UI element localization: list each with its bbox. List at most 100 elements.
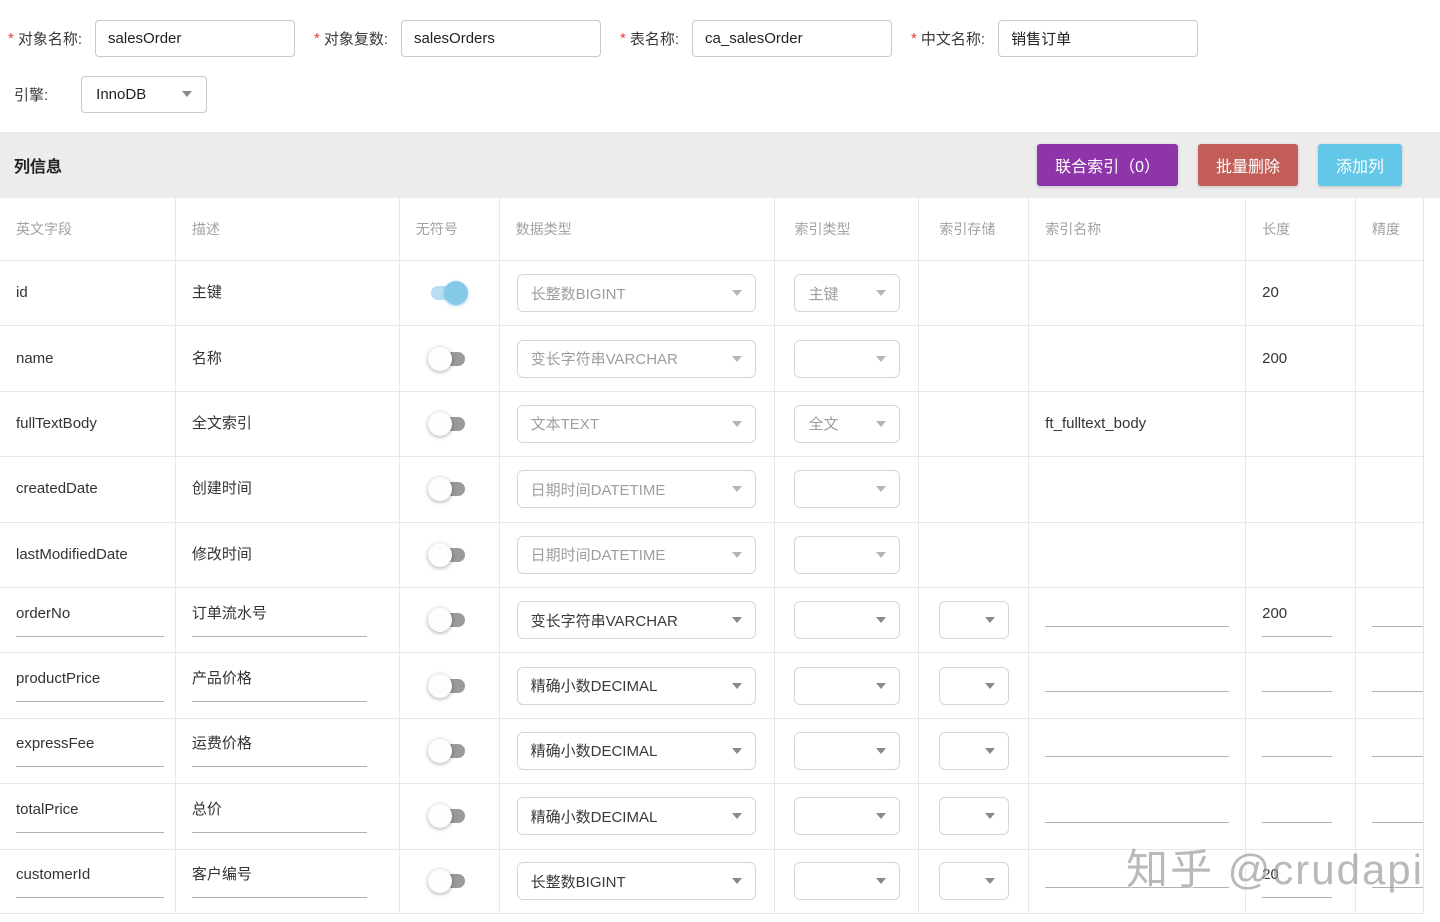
unsigned-toggle[interactable]	[427, 346, 468, 372]
chinese-name-input[interactable]: 销售订单	[998, 19, 1199, 57]
description-input[interactable]: 订单流水号	[191, 604, 367, 637]
index-name-input[interactable]	[1045, 875, 1230, 888]
length-input[interactable]: 20	[1262, 865, 1333, 898]
english-field-input[interactable]: fullTextBody	[16, 414, 97, 432]
header-index-storage: 索引存储	[919, 198, 1030, 260]
batch-delete-button[interactable]: 批量删除	[1197, 144, 1298, 186]
description-input[interactable]: 客户编号	[191, 865, 367, 898]
index-type-select[interactable]	[794, 535, 901, 574]
composite-index-button[interactable]: 联合索引（0）	[1037, 144, 1178, 186]
description-input[interactable]: 总价	[191, 800, 367, 833]
toggle-thumb	[427, 738, 452, 763]
data-type-value: 日期时间DATETIME	[530, 547, 666, 565]
index-storage-select[interactable]	[939, 862, 1010, 901]
english-field-input[interactable]: productPrice	[16, 669, 164, 703]
description-input[interactable]: 创建时间	[191, 480, 252, 498]
description-input[interactable]: 主键	[191, 284, 222, 302]
english-field-input[interactable]: createdDate	[16, 480, 98, 498]
data-type-select[interactable]: 精确小数DECIMAL	[516, 797, 756, 836]
data-type-select[interactable]: 长整数BIGINT	[516, 862, 756, 901]
index-storage-select[interactable]	[939, 797, 1010, 836]
chevron-down-icon	[985, 747, 996, 754]
precision-input[interactable]	[1372, 744, 1423, 758]
description-input[interactable]: 产品价格	[191, 669, 367, 703]
english-field-input[interactable]: orderNo	[16, 604, 164, 637]
english-field-input[interactable]: name	[16, 349, 54, 367]
description-input[interactable]: 修改时间	[191, 545, 252, 563]
header-index-type: 索引类型	[775, 198, 920, 260]
index-name-input[interactable]	[1045, 744, 1230, 758]
unsigned-toggle[interactable]	[427, 411, 468, 437]
index-type-select[interactable]	[794, 666, 901, 705]
index-name-input[interactable]: ft_fulltext_body	[1045, 414, 1147, 432]
index-type-select[interactable]	[794, 731, 901, 770]
index-type-select[interactable]	[794, 339, 901, 378]
length-input[interactable]: 20	[1262, 284, 1279, 302]
index-type-select[interactable]: 全文	[794, 404, 901, 443]
precision-input[interactable]	[1372, 875, 1423, 888]
object-name-label: 对象名称:	[17, 30, 83, 48]
index-type-select[interactable]	[794, 797, 901, 836]
index-storage-select[interactable]	[939, 731, 1010, 770]
data-type-select[interactable]: 日期时间DATETIME	[516, 470, 756, 509]
length-input[interactable]: 200	[1262, 604, 1333, 637]
add-column-button[interactable]: 添加列	[1317, 144, 1402, 186]
length-input[interactable]: 200	[1262, 349, 1288, 367]
index-name-input[interactable]	[1045, 614, 1230, 627]
unsigned-toggle[interactable]	[427, 673, 468, 699]
toggle-thumb	[443, 281, 468, 306]
english-field-input[interactable]: totalPrice	[16, 800, 164, 833]
data-type-select[interactable]: 精确小数DECIMAL	[516, 731, 756, 770]
data-type-value: 长整数BIGINT	[530, 285, 626, 303]
length-input[interactable]	[1262, 679, 1333, 693]
index-storage-select[interactable]	[939, 601, 1010, 640]
unsigned-toggle[interactable]	[427, 868, 468, 894]
index-type-select[interactable]	[794, 470, 901, 509]
index-type-select[interactable]	[794, 862, 901, 901]
description-input[interactable]: 全文索引	[191, 414, 252, 432]
description-input[interactable]: 运费价格	[191, 734, 367, 768]
data-type-select[interactable]: 长整数BIGINT	[516, 274, 756, 313]
data-type-select[interactable]: 变长字符串VARCHAR	[516, 339, 756, 378]
english-field-input[interactable]: expressFee	[16, 734, 164, 768]
engine-select[interactable]: InnoDB	[81, 75, 208, 113]
data-type-select[interactable]: 精确小数DECIMAL	[516, 666, 756, 705]
english-field-input[interactable]: customerId	[16, 865, 164, 898]
data-type-select[interactable]: 变长字符串VARCHAR	[516, 601, 756, 640]
index-name-input[interactable]	[1045, 679, 1230, 693]
data-type-select[interactable]: 日期时间DATETIME	[516, 535, 756, 574]
index-storage-select[interactable]	[939, 666, 1010, 705]
english-field-input[interactable]: id	[16, 284, 28, 302]
index-type-select[interactable]	[794, 601, 901, 640]
unsigned-toggle[interactable]	[428, 280, 468, 306]
unsigned-toggle[interactable]	[427, 738, 468, 764]
precision-input[interactable]	[1372, 679, 1423, 693]
precision-input[interactable]	[1372, 614, 1423, 627]
unsigned-toggle[interactable]	[427, 476, 468, 502]
data-type-value: 长整数BIGINT	[530, 873, 626, 891]
object-plural-input[interactable]: salesOrders	[401, 19, 602, 57]
precision-input[interactable]	[1372, 810, 1423, 823]
index-name-input[interactable]	[1045, 810, 1230, 823]
unsigned-toggle[interactable]	[427, 607, 468, 633]
index-type-select[interactable]: 主键	[794, 274, 901, 313]
columns-section-title: 列信息	[14, 159, 63, 176]
header-english-field: 英文字段	[0, 198, 176, 260]
toggle-thumb	[427, 608, 452, 633]
object-name-input[interactable]: salesOrder	[95, 19, 296, 57]
english-field-input[interactable]: lastModifiedDate	[16, 545, 128, 563]
data-type-select[interactable]: 文本TEXT	[516, 404, 756, 443]
description-input[interactable]: 名称	[191, 349, 222, 367]
chevron-down-icon	[731, 486, 742, 493]
toggle-thumb	[427, 346, 452, 371]
length-input[interactable]	[1262, 810, 1333, 823]
columns-table: 英文字段 描述 无符号 数据类型 索引类型 索引存储 索引名称 长度 精度 id…	[0, 198, 1424, 914]
unsigned-toggle[interactable]	[427, 542, 468, 568]
object-plural-label: 对象复数:	[323, 30, 389, 48]
table-name-input[interactable]: ca_salesOrder	[692, 19, 893, 57]
chevron-down-icon	[731, 747, 742, 754]
length-input[interactable]	[1262, 744, 1333, 758]
unsigned-toggle[interactable]	[427, 803, 468, 829]
table-row: customerId 客户编号 长整数BIGINT	[0, 848, 1423, 914]
table-row: lastModifiedDate 修改时间 日期时间DATETIME	[0, 521, 1423, 587]
